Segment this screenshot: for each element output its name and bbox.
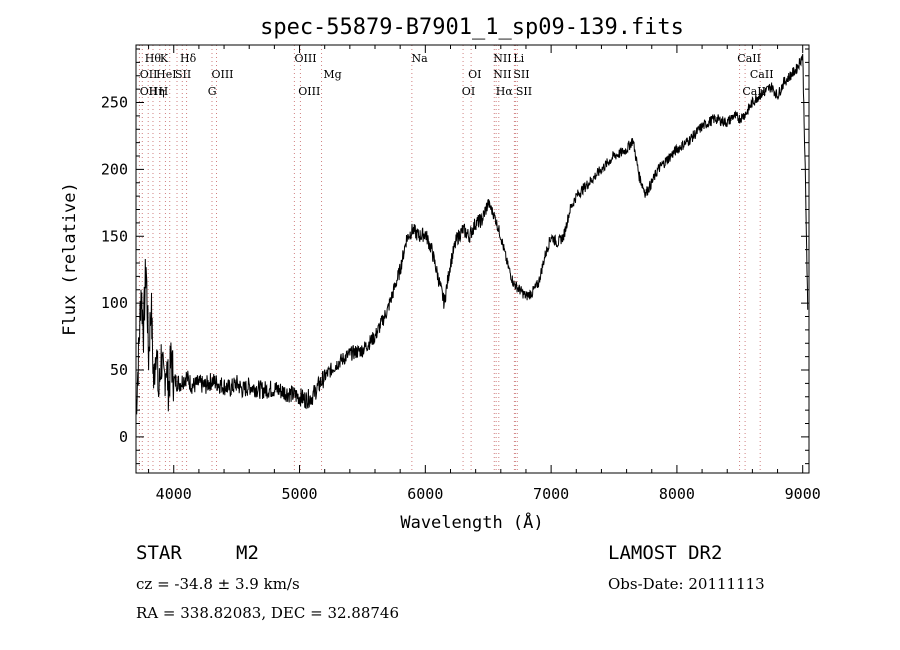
line-label-r2-2: H bbox=[159, 85, 169, 98]
x-tick-label-5000: 5000 bbox=[281, 485, 317, 503]
line-label-r0-5: NII bbox=[493, 52, 511, 65]
line-label-r0-0: Hθ bbox=[145, 52, 162, 65]
y-tick-label-150: 150 bbox=[101, 227, 128, 245]
y-axis-label: Flux (relative) bbox=[60, 182, 80, 336]
observation-date: Obs-Date: 20111113 bbox=[608, 575, 765, 593]
object-class: STAR bbox=[136, 542, 182, 564]
line-label-r1-5: OI bbox=[468, 68, 481, 81]
line-label-r1-4: Mg bbox=[323, 68, 341, 81]
spectral-line-markers bbox=[138, 45, 761, 473]
y-tick-label-200: 200 bbox=[101, 160, 128, 178]
line-label-r1-8: CaII bbox=[750, 68, 774, 81]
coordinates: RA = 338.82083, DEC = 32.88746 bbox=[136, 604, 400, 622]
x-tick-label-8000: 8000 bbox=[659, 485, 695, 503]
line-label-r1-6: NII bbox=[493, 68, 511, 81]
line-label-r1-0: OII bbox=[140, 68, 158, 81]
line-label-r1-1: HeI bbox=[156, 68, 176, 81]
line-label-r2-7: SII bbox=[516, 85, 532, 98]
line-label-r0-7: CaII bbox=[737, 52, 761, 65]
survey-name: LAMOST DR2 bbox=[608, 542, 723, 564]
line-label-r2-1: Hη bbox=[149, 85, 165, 98]
line-label-r1-7: SII bbox=[513, 68, 529, 81]
y-tick-label-100: 100 bbox=[101, 294, 128, 312]
y-tick-label-250: 250 bbox=[101, 94, 128, 112]
x-tick-label-4000: 4000 bbox=[156, 485, 192, 503]
line-label-r2-3: G bbox=[208, 85, 217, 98]
line-label-r0-2: Hδ bbox=[180, 52, 197, 65]
spectrum-line bbox=[135, 53, 809, 415]
line-label-r0-6: Li bbox=[513, 52, 524, 65]
spectrum-chart: spec-55879-B7901_1_sp09-139.fits HθK Hδ OI… bbox=[60, 15, 821, 533]
x-tick-label-7000: 7000 bbox=[533, 485, 569, 503]
line-label-r0-1: K bbox=[160, 52, 169, 65]
x-tick-label-9000: 9000 bbox=[785, 485, 821, 503]
y-tick-label-0: 0 bbox=[119, 428, 128, 446]
line-label-r0-4: Na bbox=[411, 52, 428, 65]
plot-frame bbox=[135, 44, 810, 474]
line-label-r1-2: SII bbox=[175, 68, 191, 81]
line-label-r0-3: OIII bbox=[295, 52, 317, 65]
line-label-r2-6: Hα bbox=[496, 85, 514, 98]
y-axis-ticks: 0 50 100 150 200 250 bbox=[101, 48, 809, 465]
x-tick-label-6000: 6000 bbox=[407, 485, 443, 503]
object-subclass: M2 bbox=[236, 542, 259, 564]
line-label-r2-5: OI bbox=[462, 85, 475, 98]
x-axis-label: Wavelength (Å) bbox=[400, 511, 543, 533]
y-tick-label-50: 50 bbox=[110, 361, 128, 379]
x-axis-ticks: 4000 5000 6000 7000 8000 9000 bbox=[148, 45, 821, 503]
redshift-velocity: cz = -34.8 ± 3.9 km/s bbox=[136, 575, 300, 593]
line-label-r1-3: OIII bbox=[211, 68, 233, 81]
chart-title: spec-55879-B7901_1_sp09-139.fits bbox=[260, 15, 684, 40]
spectrum-series bbox=[135, 53, 809, 415]
line-label-r2-0: OII bbox=[140, 85, 158, 98]
line-label-r2-4: OIII bbox=[298, 85, 320, 98]
